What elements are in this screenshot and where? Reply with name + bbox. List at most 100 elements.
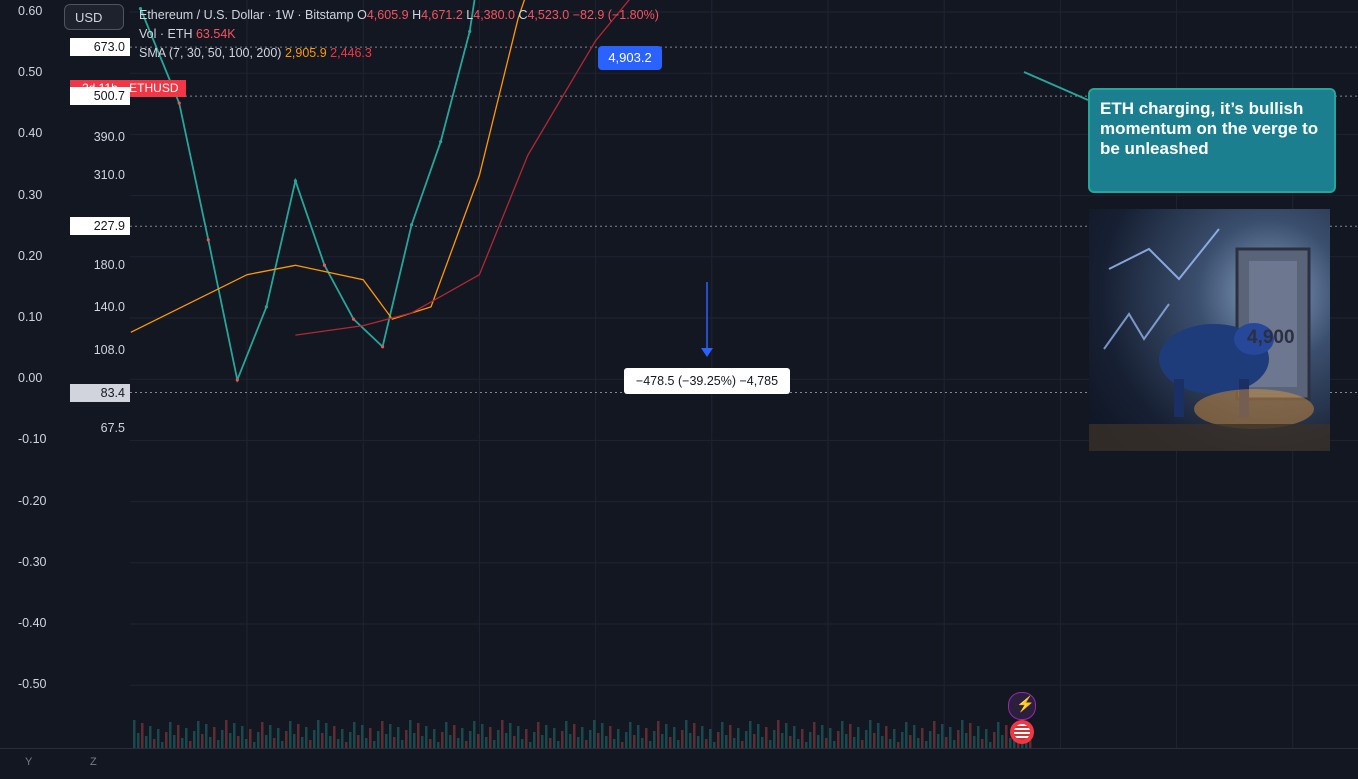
- volume-bar: [905, 722, 908, 748]
- price-level-label[interactable]: 227.9: [70, 217, 130, 236]
- volume-bar: [821, 725, 824, 748]
- volume-bar: [717, 732, 720, 748]
- volume-bar: [953, 740, 956, 748]
- volume-bar: [737, 728, 740, 748]
- percent-tick-label: 0.40: [18, 126, 43, 141]
- volume-bar: [993, 732, 996, 748]
- volume-bar: [569, 734, 572, 748]
- us-flag-event-icon[interactable]: [1010, 720, 1034, 744]
- volume-bar: [881, 736, 884, 748]
- volume-bar: [465, 741, 468, 748]
- volume-bar: [997, 722, 1000, 748]
- high-label: H: [412, 8, 422, 22]
- volume-bar: [841, 721, 844, 748]
- volume-bar: [417, 723, 420, 748]
- volume-bar: [273, 738, 276, 748]
- volume-bar: [909, 735, 912, 748]
- price-point: [351, 317, 356, 321]
- volume-bar: [757, 724, 760, 748]
- volume-bar: [197, 721, 200, 748]
- volume-bar: [581, 727, 584, 748]
- volume-bar: [885, 726, 888, 748]
- volume-bar: [145, 736, 148, 748]
- bull-illustration[interactable]: 4,900: [1089, 209, 1330, 451]
- percent-tick-label: 0.00: [18, 371, 43, 386]
- annotation-callout[interactable]: ETH charging, it’s bullish momentum on t…: [1088, 88, 1336, 193]
- volume-bar: [901, 732, 904, 748]
- volume-bar: [249, 729, 252, 748]
- price-point: [322, 263, 327, 267]
- symbol-title[interactable]: Ethereum / U.S. Dollar · 1W · Bitstamp: [139, 8, 354, 22]
- volume-bar: [637, 725, 640, 748]
- price-tick-label: 67.5: [100, 420, 125, 435]
- volume-bar: [225, 720, 228, 748]
- volume-bar: [853, 737, 856, 748]
- series-line-1: [130, 0, 526, 333]
- volume-bar: [697, 736, 700, 748]
- peak-price-label[interactable]: 4,903.2: [598, 46, 662, 70]
- volume-bar: [381, 721, 384, 748]
- currency-selector[interactable]: USD: [64, 4, 124, 30]
- measure-tool-label[interactable]: −478.5 (−39.25%) −4,785: [624, 368, 790, 394]
- volume-bar: [965, 733, 968, 748]
- legend-volume-row[interactable]: Vol · ETH 63.54K: [139, 27, 236, 41]
- volume-bar: [133, 720, 136, 748]
- price-level-label[interactable]: 500.7: [70, 87, 130, 106]
- volume-bar: [733, 738, 736, 748]
- volume-bar: [605, 736, 608, 748]
- price-level-label[interactable]: 673.0: [70, 38, 130, 57]
- volume-bar: [393, 737, 396, 748]
- volume-bar: [285, 731, 288, 748]
- price-tick-label: 390.0: [93, 130, 125, 145]
- volume-bar: [441, 732, 444, 748]
- volume-bar: [777, 720, 780, 748]
- percent-tick-label: 0.50: [18, 65, 43, 80]
- z-axis-toggle[interactable]: Z: [90, 756, 97, 768]
- volume-bar: [469, 731, 472, 748]
- volume-bar: [185, 728, 188, 748]
- volume-bar: [681, 730, 684, 748]
- close-label: C: [518, 8, 528, 22]
- legend-sma-row[interactable]: SMA (7, 30, 50, 100, 200) 2,905.9 2,446.…: [139, 46, 372, 60]
- volume-bar: [189, 741, 192, 748]
- volume-bar: [421, 736, 424, 748]
- volume-bar: [781, 733, 784, 748]
- price-point: [177, 101, 181, 105]
- price-tick-label: 180.0: [93, 258, 125, 273]
- volume-bar: [617, 729, 620, 748]
- volume-bar: [597, 733, 600, 748]
- price-point: [410, 223, 414, 227]
- sma-value-b: 2,446.3: [330, 46, 372, 60]
- volume-bar: [797, 739, 800, 748]
- volume-bar: [825, 738, 828, 748]
- volume-bar: [373, 741, 376, 748]
- volume-bar: [609, 726, 612, 748]
- volume-bar: [161, 742, 164, 748]
- volume-bar: [865, 730, 868, 748]
- volume-bar: [233, 723, 236, 748]
- percent-tick-label: -0.40: [18, 616, 47, 630]
- volume-bar: [481, 724, 484, 748]
- y-axis-toggle[interactable]: Y: [25, 756, 33, 768]
- volume-bar: [693, 723, 696, 748]
- volume-bar: [449, 735, 452, 748]
- series-line-0: [139, 0, 476, 384]
- volume-bar: [645, 728, 648, 748]
- volume-bar: [949, 727, 952, 748]
- price-point: [380, 345, 385, 349]
- volume-bar: [833, 741, 836, 748]
- volume-bar: [893, 729, 896, 748]
- change-value: −82.9 (−1.80%): [572, 8, 659, 22]
- volume-bar: [961, 720, 964, 748]
- volume-bar: [969, 723, 972, 748]
- volume-bar: [513, 736, 516, 748]
- high-value: 4,671.2: [421, 8, 463, 22]
- price-level-label[interactable]: 83.4: [70, 383, 130, 402]
- ideas-icon[interactable]: ⚡: [1008, 692, 1036, 720]
- volume-bar: [437, 742, 440, 748]
- volume-bar: [425, 726, 428, 748]
- bull-illustration-art: [1089, 228, 1330, 451]
- volume-bar: [269, 725, 272, 748]
- volume-bar: [873, 733, 876, 748]
